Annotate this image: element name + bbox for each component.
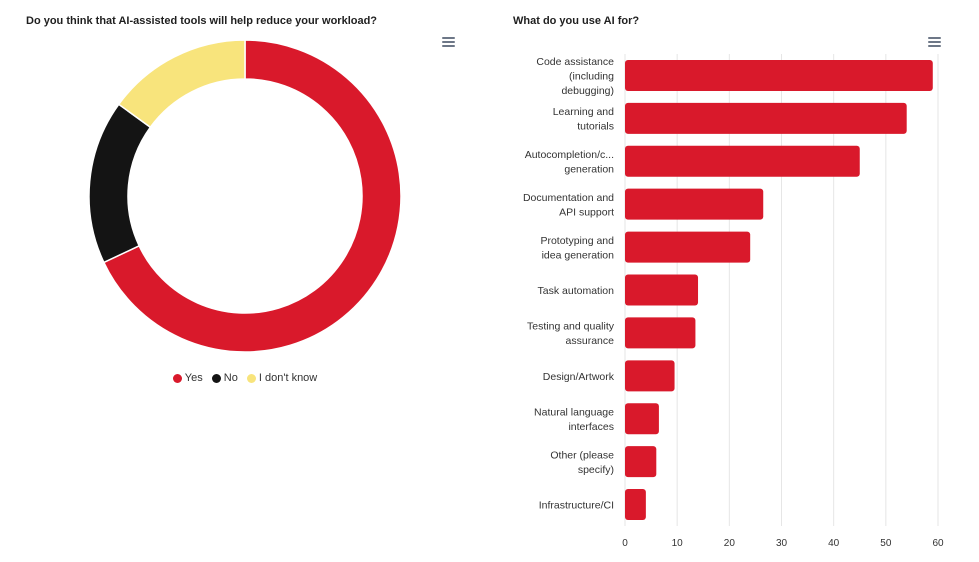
donut-slice-yes[interactable] bbox=[102, 39, 402, 353]
donut-slice-no[interactable] bbox=[88, 103, 152, 264]
legend-item-dont-know[interactable]: I don't know bbox=[246, 372, 318, 384]
legend-dot-dont-know-icon bbox=[246, 373, 256, 383]
bar[interactable] bbox=[625, 188, 764, 220]
donut-chart bbox=[88, 39, 402, 353]
x-tick-label: 20 bbox=[724, 538, 736, 549]
x-tick-label: 60 bbox=[932, 538, 944, 549]
legend-dot-yes-icon bbox=[172, 373, 182, 383]
legend-label-no: No bbox=[223, 372, 238, 384]
bar[interactable] bbox=[625, 403, 659, 435]
x-tick-label: 30 bbox=[776, 538, 788, 549]
category-label: Other (please specify) bbox=[550, 449, 614, 476]
bar[interactable] bbox=[625, 446, 657, 478]
bar[interactable] bbox=[625, 145, 860, 177]
x-tick-label: 50 bbox=[880, 538, 892, 549]
bar-chart-title: What do you use AI for? bbox=[513, 15, 640, 27]
category-label: Learning and tutorials bbox=[553, 106, 614, 132]
bar-chart-panel: What do you use AI for? 0 10 20 30 40 50 60 Cod… bbox=[490, 0, 979, 562]
bar-chart-menu-icon[interactable] bbox=[928, 37, 941, 47]
category-label: Testing and quality assurance bbox=[527, 321, 615, 348]
category-label: Task automation bbox=[538, 285, 615, 297]
legend-dot-no-icon bbox=[211, 373, 221, 383]
donut-chart-menu-icon[interactable] bbox=[442, 37, 455, 47]
bar[interactable] bbox=[625, 59, 933, 91]
x-tick-label: 40 bbox=[828, 538, 840, 549]
category-label: Autocompletion/c... generation bbox=[525, 149, 614, 176]
category-label: Prototyping and idea generation bbox=[540, 235, 614, 262]
bar[interactable] bbox=[625, 274, 699, 306]
bar[interactable] bbox=[625, 317, 696, 349]
bar-chart: 0 10 20 30 40 50 60 Code assistance (including de… bbox=[523, 54, 944, 549]
x-tick-label: 10 bbox=[672, 538, 684, 549]
legend-label-dont-know: I don't know bbox=[258, 372, 318, 384]
donut-slice-i-don-t-know[interactable] bbox=[117, 39, 246, 129]
x-tick-label: 0 bbox=[622, 538, 628, 549]
legend-item-no[interactable]: No bbox=[211, 372, 238, 384]
donut-chart-panel: Do you think that AI-assisted tools will… bbox=[0, 0, 470, 562]
bar[interactable] bbox=[625, 102, 907, 134]
donut-chart-title: Do you think that AI-assisted tools will… bbox=[26, 15, 378, 27]
legend-label-yes: Yes bbox=[184, 372, 203, 384]
bar[interactable] bbox=[625, 360, 675, 392]
category-label: Natural language interfaces bbox=[534, 406, 614, 433]
donut-legend: Yes No I don't know bbox=[0, 372, 490, 386]
bar[interactable] bbox=[625, 231, 751, 263]
category-label: Code assistance (including debugging) bbox=[536, 56, 614, 97]
legend-item-yes[interactable]: Yes bbox=[172, 372, 203, 384]
category-label: Documentation and API support bbox=[523, 192, 614, 219]
category-label: Design/Artwork bbox=[543, 371, 615, 383]
category-label: Infrastructure/CI bbox=[539, 500, 614, 512]
bar[interactable] bbox=[625, 489, 646, 521]
